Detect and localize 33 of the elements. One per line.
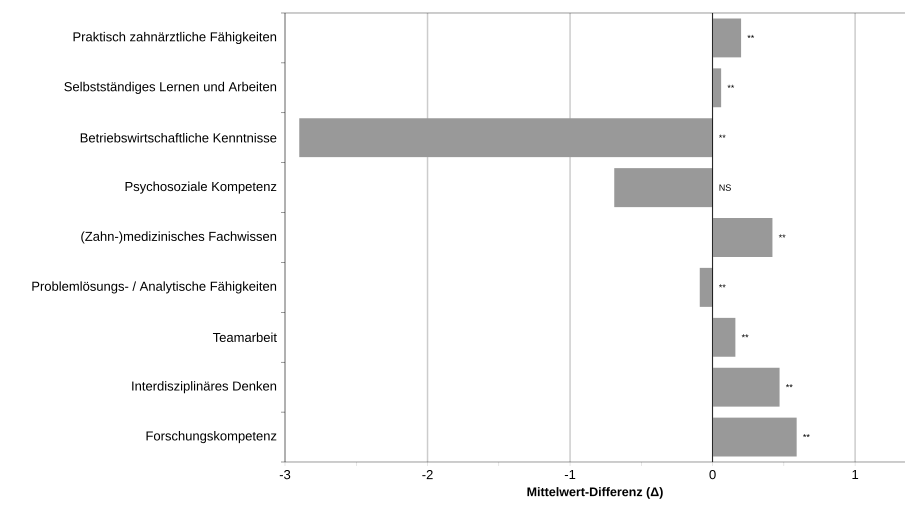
y-tick-label: Problemlösungs- / Analytische Fähigkeiten	[32, 281, 276, 294]
y-tick-label: Interdisziplinäres Denken	[132, 381, 276, 394]
bar	[712, 18, 742, 58]
y-tick-label: Selbstständiges Lernen und Arbeiten	[64, 82, 276, 94]
data-label: **	[718, 134, 726, 138]
data-label: **	[742, 334, 748, 338]
data-label: **	[718, 284, 726, 288]
x-axis-title: Mittelwert-Differenz (Δ)	[527, 487, 663, 499]
data-label: **	[786, 384, 793, 388]
data-label: **	[747, 34, 754, 38]
bar	[299, 118, 713, 158]
bar	[712, 318, 736, 357]
data-label: **	[778, 234, 786, 238]
data-label: **	[803, 434, 810, 438]
x-tick-label: -2	[422, 470, 433, 480]
bar	[712, 368, 780, 407]
data-label: **	[727, 84, 734, 88]
bar	[700, 268, 713, 307]
y-tick-label: Betriebswirtschaftliche Kenntnisse	[80, 132, 276, 142]
y-tick-label: Psychosoziale Kompetenz	[126, 182, 276, 194]
y-tick-label: (Zahn-)medizinisches Fachwissen	[81, 231, 276, 244]
x-tick-label: 0	[709, 470, 716, 480]
y-tick-label: Praktisch zahnärztliche Fähigkeiten	[74, 32, 276, 44]
y-tick-label: Teamarbeit	[212, 332, 277, 342]
x-tick-label: -1	[564, 470, 576, 479]
x-tick-label: -3	[280, 470, 290, 480]
bar	[712, 218, 772, 257]
y-tick-label: Forschungskompetenz	[146, 430, 276, 444]
bar	[712, 68, 722, 108]
bar	[712, 418, 797, 457]
x-tick-label: 1	[852, 470, 858, 479]
bar	[614, 168, 713, 208]
data-label: NS	[720, 184, 731, 191]
